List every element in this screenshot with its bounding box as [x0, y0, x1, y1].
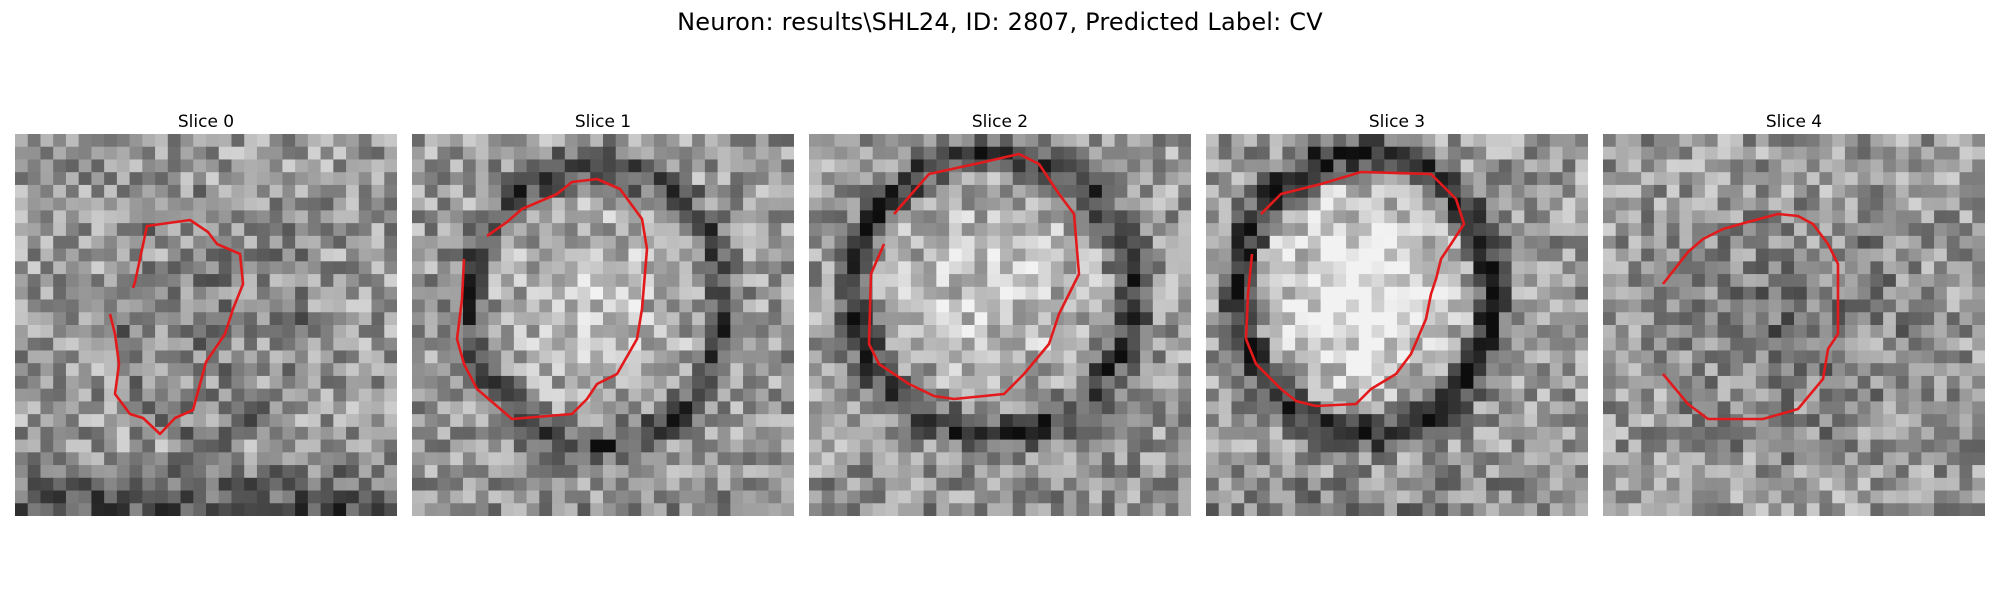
cell-contour-0 — [108, 218, 245, 436]
slice-panel-4: Slice 4 — [1603, 110, 1985, 516]
slice-pixels-1 — [412, 134, 794, 516]
slice-panel-1: Slice 1 — [412, 110, 794, 516]
slice-title-0: Slice 0 — [177, 112, 235, 132]
cell-contour-1 — [455, 177, 649, 421]
slice-title-2: Slice 2 — [971, 112, 1029, 132]
slice-title-3: Slice 3 — [1368, 112, 1426, 132]
cell-contour-3 — [1244, 170, 1466, 408]
slice-title-1: Slice 1 — [574, 112, 632, 132]
slice-panel-2: Slice 2 — [809, 110, 1191, 516]
slice-pixels-4 — [1603, 134, 1985, 516]
slice-title-4: Slice 4 — [1765, 112, 1823, 132]
slice-pixels-2 — [809, 134, 1191, 516]
cell-contour-2 — [867, 152, 1081, 401]
slice-image-4 — [1603, 134, 1985, 516]
slice-image-0 — [15, 134, 397, 516]
slice-image-3 — [1206, 134, 1588, 516]
slice-pixels-3 — [1206, 134, 1588, 516]
slice-image-1 — [412, 134, 794, 516]
slice-panel-3: Slice 3 — [1206, 110, 1588, 516]
figure-title: Neuron: results\SHL24, ID: 2807, Predict… — [677, 8, 1323, 36]
cell-contour-4 — [1661, 212, 1840, 421]
slice-panel-0: Slice 0 — [15, 110, 397, 516]
slice-image-2 — [809, 134, 1191, 516]
slice-pixels-0 — [15, 134, 397, 516]
